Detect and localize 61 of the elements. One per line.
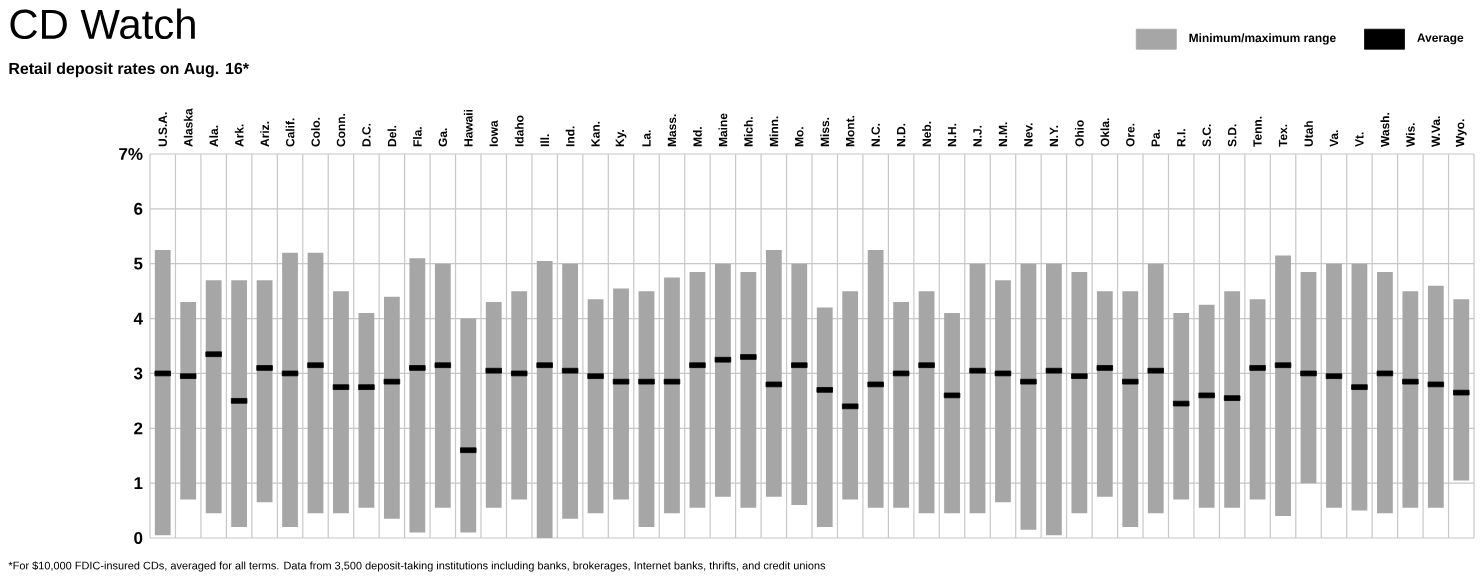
bar	[765, 250, 782, 497]
bar	[358, 313, 375, 508]
bar	[231, 280, 248, 528]
bar	[1377, 271, 1393, 514]
bar	[307, 252, 324, 514]
bar	[689, 271, 706, 508]
bar	[791, 263, 808, 506]
bar	[944, 313, 960, 514]
y-tick-label: 0	[134, 532, 143, 544]
bar	[1147, 263, 1164, 514]
bar	[1020, 263, 1037, 530]
y-tick-label: 4	[133, 312, 143, 325]
bar	[333, 291, 349, 514]
bar	[409, 258, 426, 533]
y-tick-label: 1	[134, 477, 143, 489]
bar	[613, 288, 629, 500]
bar	[918, 291, 935, 514]
bar	[562, 263, 579, 519]
bar	[1326, 263, 1342, 508]
bar	[460, 318, 477, 533]
bar	[664, 277, 680, 514]
bar	[511, 291, 528, 500]
chart-title: CD Watch	[10, 8, 195, 40]
bar	[1427, 285, 1444, 508]
bar	[1249, 299, 1266, 500]
bar	[1173, 313, 1190, 500]
bar	[1071, 271, 1088, 514]
bar	[969, 263, 986, 514]
bar	[1402, 291, 1419, 508]
bar	[1224, 291, 1241, 508]
bar	[485, 302, 502, 508]
bar	[536, 260, 553, 538]
y-tick-label: 7%	[119, 148, 143, 160]
bar	[1351, 263, 1368, 511]
bar	[256, 280, 273, 503]
y-tick-label: 3	[133, 367, 143, 380]
bar	[205, 280, 222, 514]
bar	[995, 280, 1011, 503]
bar	[1275, 255, 1291, 517]
bar	[1300, 271, 1317, 484]
bar	[740, 271, 757, 508]
bar	[1198, 304, 1215, 508]
y-tick-label: 2	[134, 422, 143, 435]
bar	[638, 291, 655, 528]
bar	[893, 302, 910, 508]
bar	[154, 250, 171, 536]
y-tick-label: 5	[134, 257, 143, 270]
bar	[1096, 291, 1113, 497]
bar	[587, 299, 604, 514]
bar	[383, 296, 400, 519]
bar	[1046, 263, 1062, 536]
bar	[842, 291, 859, 500]
y-tick-label: 6	[134, 202, 143, 215]
bar	[816, 307, 833, 528]
bar	[715, 263, 731, 497]
bar	[434, 263, 451, 508]
bar	[867, 250, 884, 508]
bar	[1453, 299, 1470, 481]
bar	[282, 252, 298, 528]
bar	[1122, 291, 1139, 528]
bar	[180, 302, 197, 500]
